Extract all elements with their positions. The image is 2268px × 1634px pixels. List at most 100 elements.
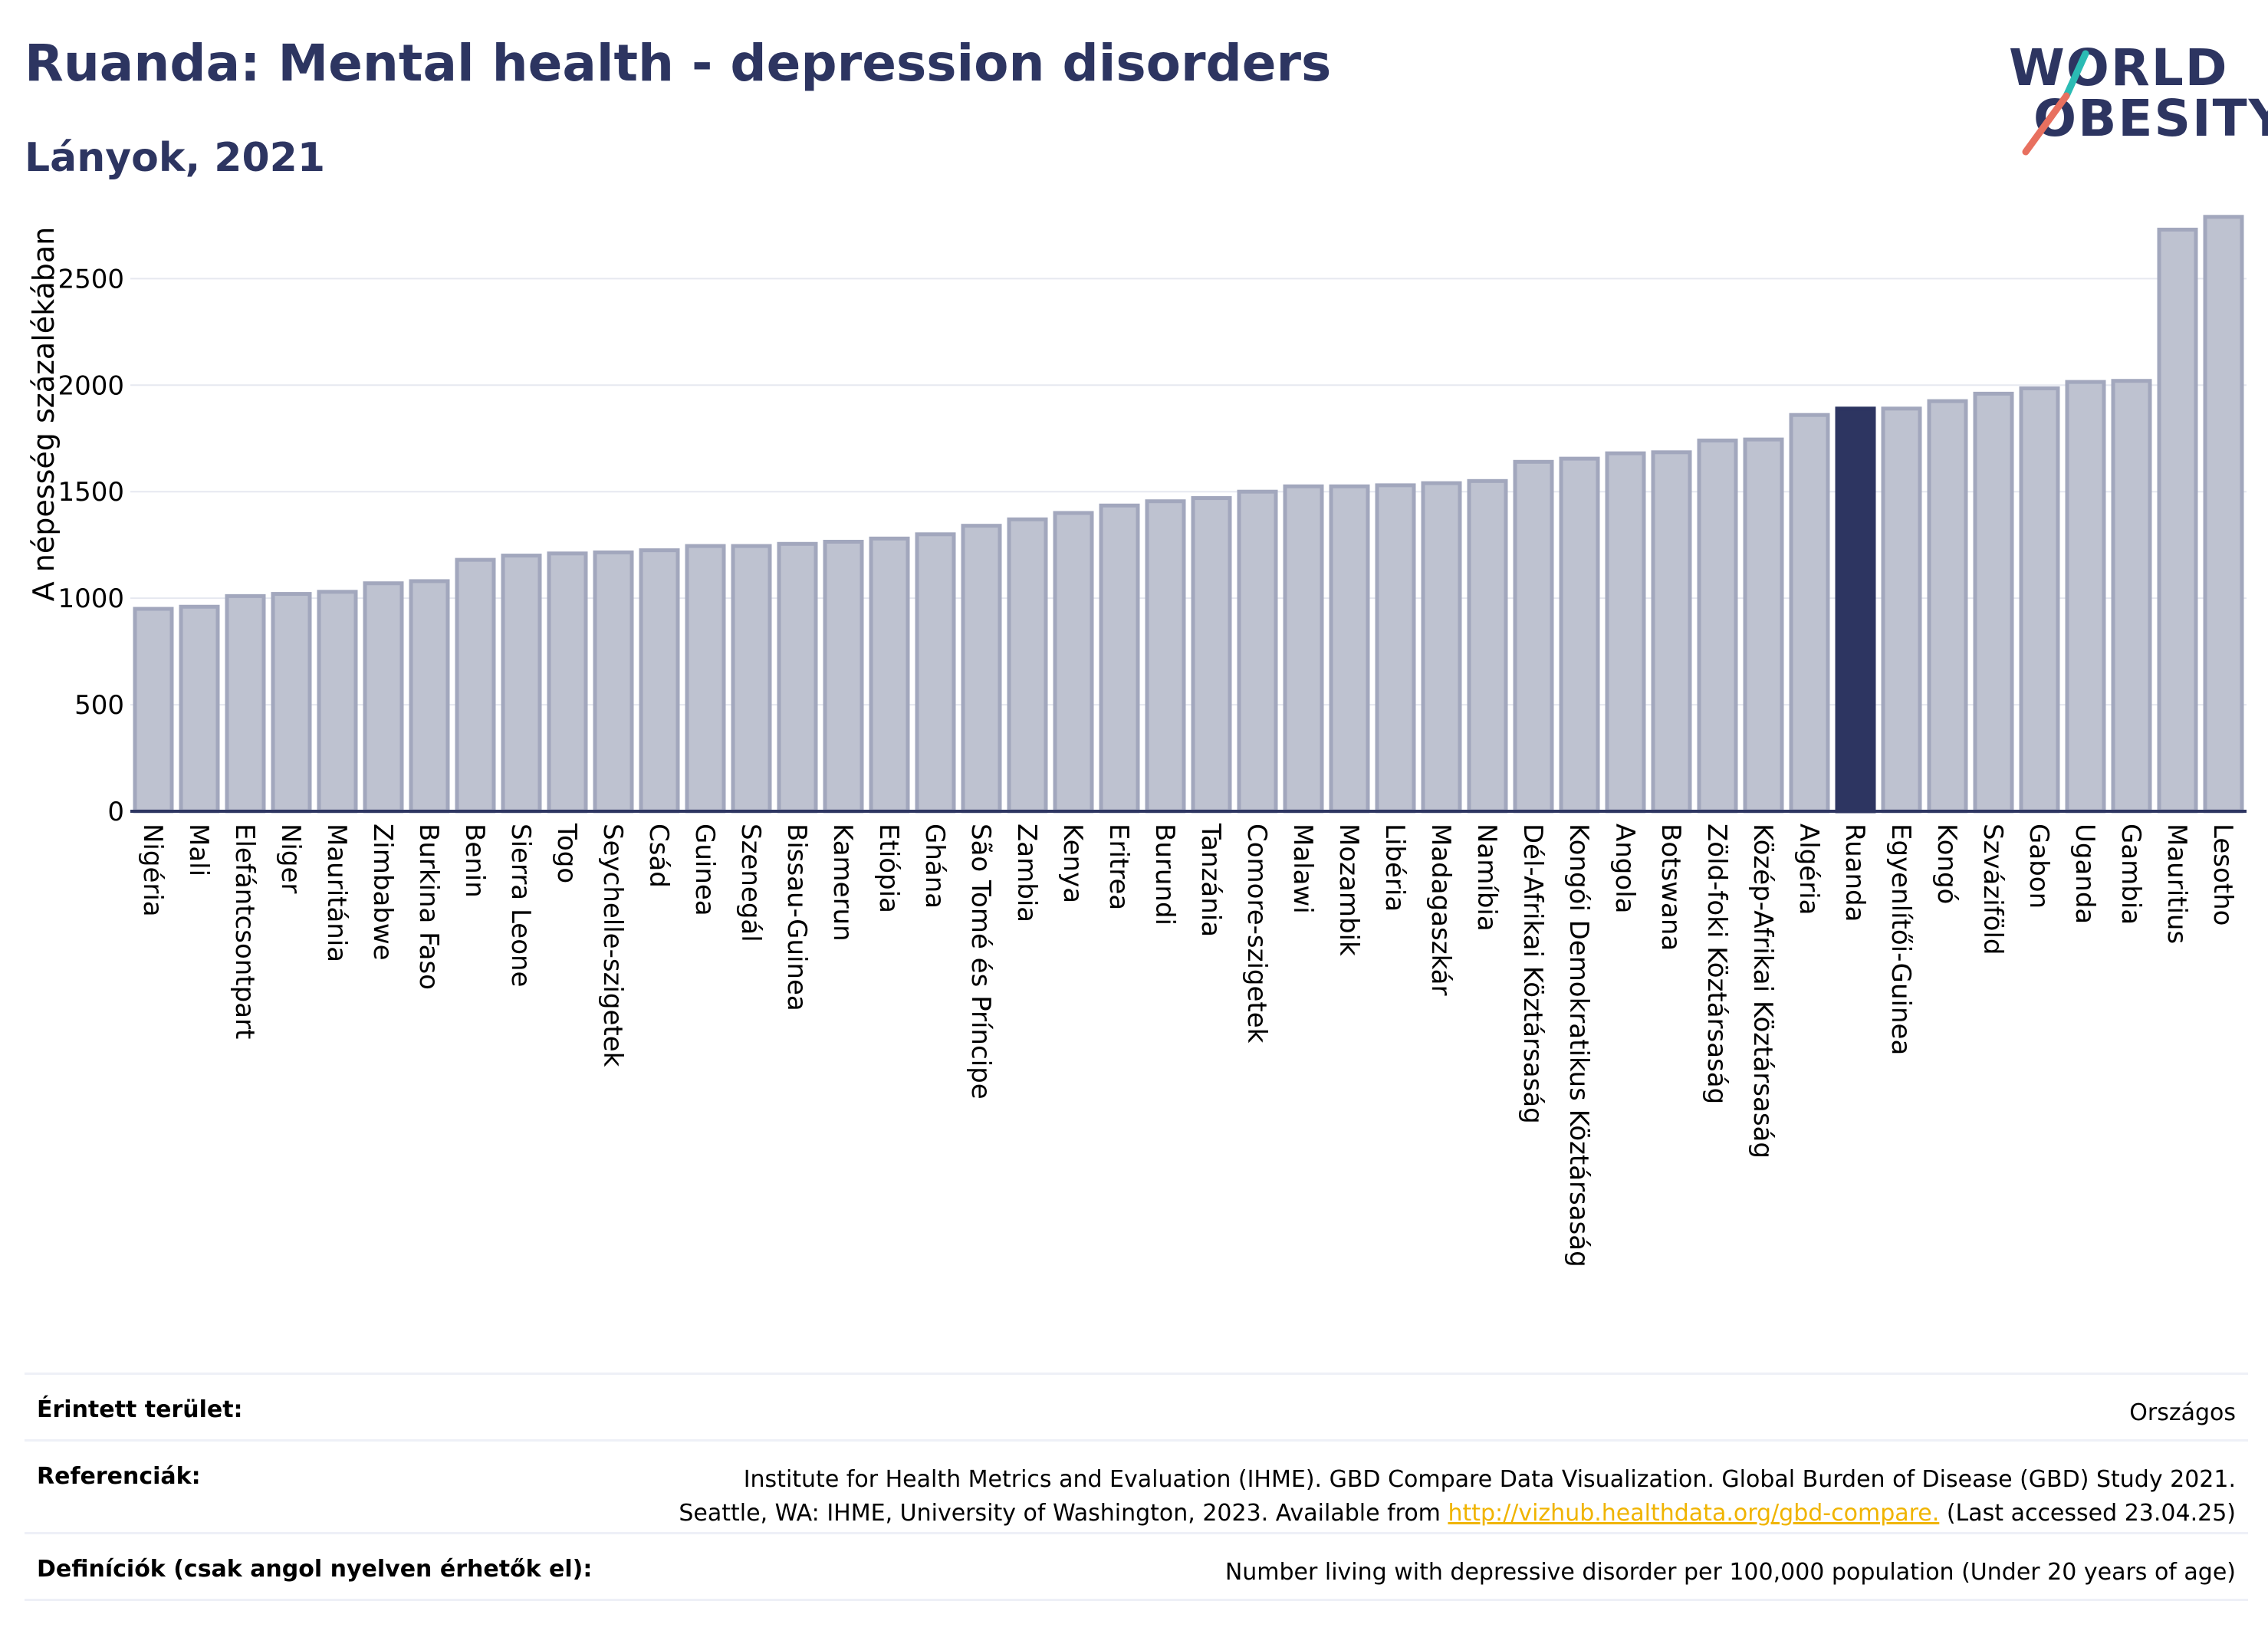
x-tick-label: Gambia: [2115, 824, 2146, 925]
logo-line-2: OBESITY: [2033, 89, 2268, 148]
bar: [1605, 451, 1646, 814]
bar: [2019, 386, 2060, 814]
bar: [547, 551, 588, 814]
bar: [1651, 450, 1692, 814]
bar: [179, 604, 220, 814]
bar: [363, 581, 404, 814]
x-tick-label: Comore-szigetek: [1241, 824, 1272, 1044]
bar: [1559, 456, 1600, 814]
x-tick-label: Seychelle-szigetek: [597, 824, 628, 1067]
x-tick-label: Elefántcsontpart: [229, 824, 260, 1039]
bar: [1973, 391, 2014, 814]
x-tick-label: Namíbia: [1471, 824, 1502, 932]
bar: [1881, 406, 1922, 814]
x-tick-label: Szenegál: [735, 824, 766, 942]
logo-slash-icon: [2022, 50, 2089, 156]
x-tick-label: Algéria: [1793, 824, 1824, 915]
x-tick-label: Botswana: [1655, 824, 1686, 951]
y-axis-title: A népesség százalékában: [27, 227, 61, 602]
bar: [823, 540, 864, 814]
bar-highlight: [1835, 406, 1876, 814]
x-tick-label: Madagaszkár: [1425, 824, 1456, 995]
reference-line-1: Institute for Health Metrics and Evaluat…: [743, 1466, 2236, 1493]
reference-line-2-post: (Last accessed 23.04.25): [1939, 1500, 2236, 1527]
bar: [1053, 511, 1094, 814]
bar: [1513, 459, 1554, 814]
world-obesity-logo: WORLD OBESITY: [2001, 38, 2268, 169]
x-tick-label: Bissau-Guinea: [781, 824, 812, 1011]
y-tick-label: 2000: [58, 370, 124, 401]
bar: [409, 579, 450, 814]
x-tick-label: Uganda: [2069, 824, 2100, 924]
x-tick-label: Mali: [183, 824, 214, 876]
y-tick-label: 1500: [58, 477, 124, 508]
bar: [2157, 227, 2198, 814]
bar: [1927, 399, 1968, 814]
x-tick-label: Ruanda: [1839, 824, 1870, 922]
bar: [1789, 413, 1830, 814]
bar: [2203, 215, 2244, 814]
x-tick-label: Közép-Afrikai Köztársaság: [1747, 824, 1778, 1159]
x-tick-label: Kongói Demokratikus Köztársaság: [1563, 824, 1594, 1267]
bar: [731, 544, 772, 814]
x-tick-label: Togo: [551, 823, 582, 883]
bar: [1283, 484, 1324, 814]
bar: [2065, 380, 2106, 814]
x-tick-label: Zambia: [1011, 824, 1042, 922]
footer-row-area: Érintett terület: Országos: [25, 1373, 2248, 1439]
x-tick-label: Etiópia: [873, 824, 904, 913]
bar: [2111, 379, 2152, 814]
bar: [271, 592, 312, 814]
reference-line-2-pre: Seattle, WA: IHME, University of Washing…: [679, 1500, 1448, 1527]
references-label: Referenciák:: [37, 1463, 201, 1490]
y-tick-label: 0: [107, 797, 124, 827]
x-tick-label: Mauritánia: [321, 824, 352, 962]
x-tick-label: Sierra Leone: [505, 824, 536, 987]
x-tick-label: Angola: [1609, 824, 1640, 913]
x-tick-label: Csád: [643, 824, 674, 888]
bar: [685, 544, 726, 814]
area-value: Országos: [2129, 1399, 2236, 1426]
x-tick-label: São Tomé és Príncipe: [965, 824, 996, 1100]
bar: [1191, 496, 1232, 814]
x-tick-label: Kamerun: [827, 824, 858, 942]
bar: [1421, 481, 1462, 814]
logo-line-1: WORLD: [2009, 38, 2229, 97]
x-tick-label: Burkina Faso: [413, 824, 444, 990]
bar: [1145, 499, 1186, 814]
bar: [593, 550, 634, 814]
x-tick-label: Tanzánia: [1195, 823, 1226, 937]
area-label: Érintett terület:: [37, 1396, 243, 1423]
bar: [1467, 478, 1508, 814]
reference-link[interactable]: http://vizhub.healthdata.org/gbd-compare…: [1448, 1500, 1940, 1527]
x-tick-label: Zöld-foki Köztársaság: [1701, 824, 1732, 1104]
x-tick-label: Gabon: [2023, 824, 2054, 909]
x-tick-label: Mozambik: [1333, 824, 1364, 956]
bar: [455, 557, 496, 814]
bar: [639, 548, 680, 814]
y-tick-label: 1000: [58, 584, 124, 614]
page-title: Ruanda: Mental health - depression disor…: [25, 34, 1332, 93]
footer-table: Érintett terület: Országos Referenciák: …: [25, 1373, 2248, 1601]
x-tick-label: Nigéria: [137, 824, 168, 917]
bar: [501, 554, 542, 814]
x-tick-label: Kenya: [1057, 824, 1088, 903]
bar: [1099, 503, 1140, 814]
x-tick-label: Mauritius: [2161, 824, 2192, 944]
x-tick-label: Kongó: [1931, 824, 1962, 904]
bar: [1329, 484, 1370, 814]
bar: [317, 590, 358, 814]
x-tick-label: Guinea: [689, 824, 720, 916]
x-tick-label: Benin: [459, 824, 490, 898]
x-tick-label: Zimbabwe: [367, 824, 398, 961]
bar: [777, 541, 818, 814]
x-tick-label: Dél-Afrikai Köztársaság: [1517, 824, 1548, 1124]
bar: [1237, 489, 1278, 814]
definitions-value: Number living with depressive disorder p…: [1224, 1559, 2236, 1586]
y-tick-label: 2500: [58, 264, 124, 294]
x-tick-label: Burundi: [1149, 824, 1180, 925]
bar: [869, 536, 910, 814]
y-tick-label: 500: [74, 690, 124, 721]
x-tick-label: Lesotho: [2207, 824, 2238, 925]
